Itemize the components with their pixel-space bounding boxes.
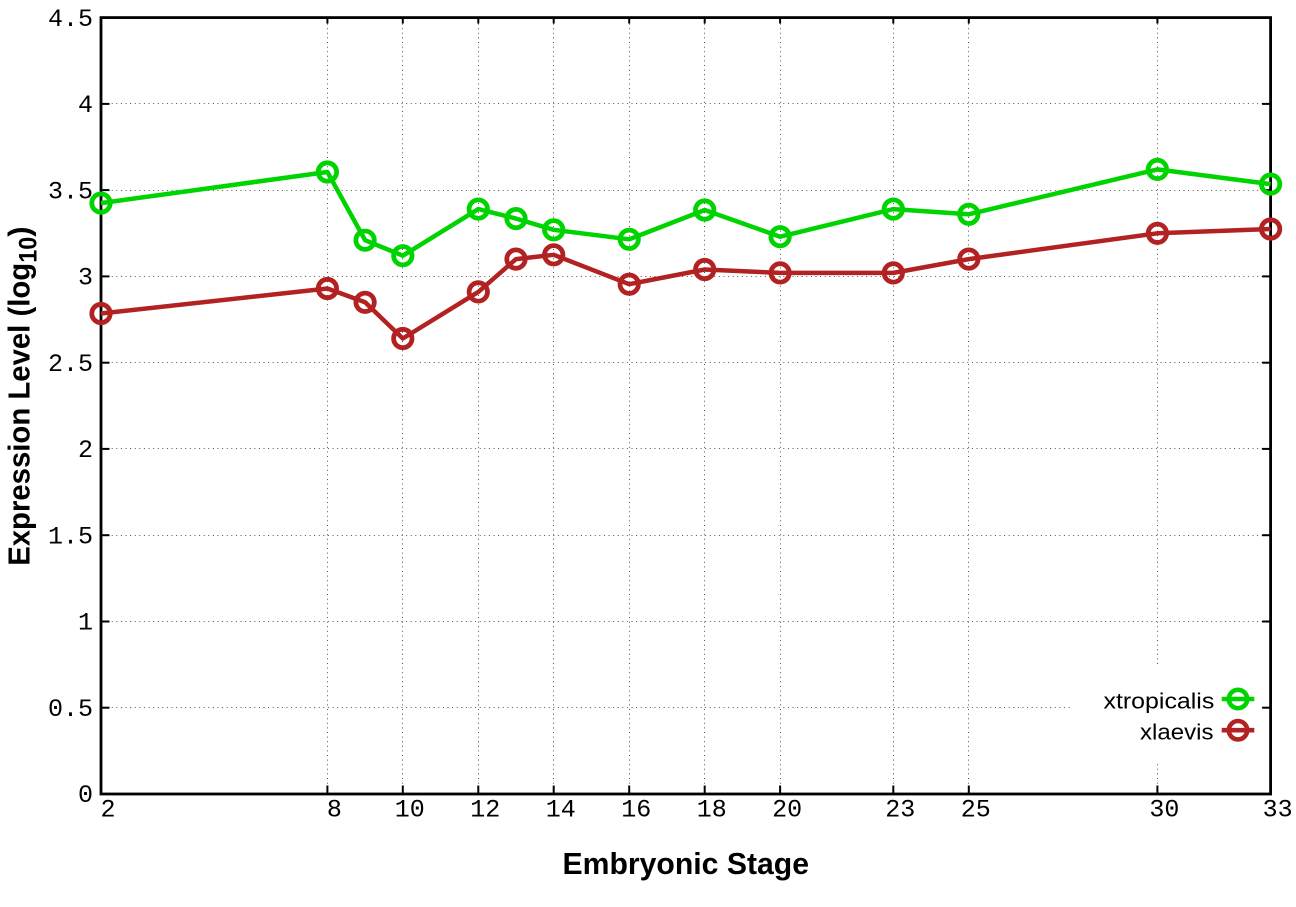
- svg-text:18: 18: [697, 796, 727, 825]
- svg-text:23: 23: [885, 796, 915, 825]
- svg-text:Expression Level (log: Expression Level (log: [2, 263, 37, 566]
- svg-text:2: 2: [100, 796, 115, 825]
- svg-text:xlaevis: xlaevis: [1140, 720, 1214, 745]
- svg-text:33: 33: [1263, 796, 1293, 825]
- svg-text:4: 4: [78, 91, 93, 120]
- svg-text:0: 0: [78, 781, 93, 810]
- svg-text:10: 10: [395, 796, 425, 825]
- svg-text:0.5: 0.5: [48, 695, 93, 724]
- svg-text:2.5: 2.5: [48, 350, 93, 379]
- svg-text:10: 10: [16, 237, 43, 263]
- svg-text:25: 25: [961, 796, 991, 825]
- svg-text:30: 30: [1149, 796, 1179, 825]
- svg-text:12: 12: [470, 796, 500, 825]
- svg-text:3: 3: [78, 264, 93, 293]
- svg-text:2: 2: [78, 436, 93, 465]
- svg-text:8: 8: [327, 796, 342, 825]
- svg-text:Embryonic Stage: Embryonic Stage: [563, 846, 810, 881]
- svg-text:16: 16: [621, 796, 651, 825]
- svg-text:1: 1: [78, 609, 93, 638]
- svg-text:20: 20: [772, 796, 802, 825]
- svg-text:3.5: 3.5: [48, 177, 93, 206]
- svg-text:14: 14: [546, 796, 576, 825]
- svg-text:1.5: 1.5: [48, 522, 93, 551]
- svg-text:4.5: 4.5: [48, 5, 93, 34]
- svg-text:xtropicalis: xtropicalis: [1104, 689, 1215, 714]
- svg-text:): ): [2, 226, 37, 236]
